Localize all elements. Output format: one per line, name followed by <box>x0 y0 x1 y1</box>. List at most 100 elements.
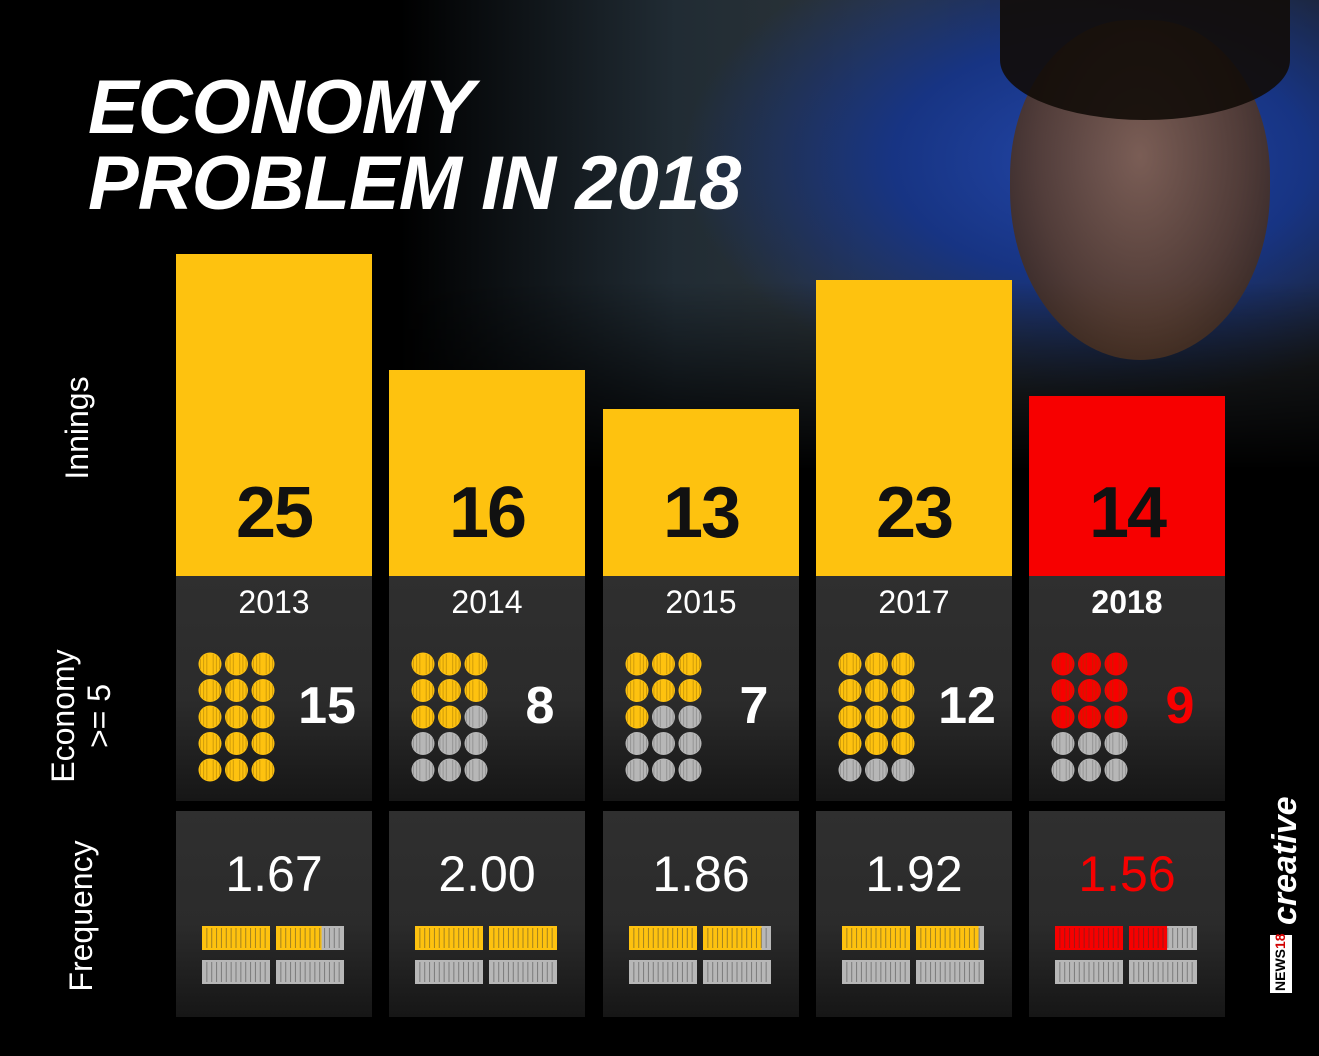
meter-segment <box>276 960 344 984</box>
year-label: 2018 <box>1091 584 1163 620</box>
ball-icon <box>251 705 275 729</box>
ball-icon <box>625 732 649 755</box>
ball-icon <box>891 705 915 729</box>
bowler-hair <box>1000 0 1290 120</box>
economy-count: 15 <box>298 677 356 735</box>
ball-icon <box>652 679 675 702</box>
meter-segment <box>415 960 483 984</box>
ball-icon <box>464 705 488 729</box>
ball-icon <box>1104 705 1128 729</box>
ball-icon <box>1078 732 1101 755</box>
ball-icon <box>198 679 222 702</box>
ball-icon <box>251 679 275 702</box>
ball-icon <box>1078 652 1101 676</box>
ball-icon <box>625 652 649 676</box>
frequency-value: 1.56 <box>1078 846 1176 902</box>
ball-icon <box>652 758 675 782</box>
ball-icon <box>838 652 862 676</box>
ball-icon <box>411 732 435 755</box>
ball-icon <box>625 758 649 782</box>
economy-panel: 2014 8 <box>389 576 585 801</box>
meter-fill <box>842 926 910 950</box>
economy-panel: 2015 7 <box>603 576 799 801</box>
meter-segment <box>202 960 270 984</box>
ball-icon <box>652 705 675 729</box>
brand-sup: 18 <box>1272 933 1288 949</box>
economy-ball-grid <box>838 652 915 782</box>
ball-icon <box>678 758 702 782</box>
ball-icon <box>1078 758 1101 782</box>
ball-icon <box>1104 652 1128 676</box>
ball-icon <box>225 679 248 702</box>
ball-icon <box>225 705 248 729</box>
ball-icon <box>411 679 435 702</box>
news18-creative-logo: creative NEWS18 <box>1262 795 1304 995</box>
ball-icon <box>678 652 702 676</box>
economy-panel: 2013 15 <box>176 576 372 801</box>
innings-bar: 13 <box>603 409 799 576</box>
ball-icon <box>1051 732 1075 755</box>
economy-ball-grid <box>625 652 702 782</box>
ball-icon <box>1078 705 1101 729</box>
innings-value: 13 <box>662 473 741 553</box>
ball-icon <box>838 679 862 702</box>
year-label: 2014 <box>451 584 523 620</box>
row-label-economy: Economy >= 5 <box>45 626 117 806</box>
ball-icon <box>678 679 702 702</box>
ball-icon <box>225 732 248 755</box>
ball-icon <box>464 652 488 676</box>
meter-fill <box>1129 926 1168 950</box>
economy-panel: 2018 9 <box>1029 576 1225 801</box>
ball-icon <box>1051 679 1075 702</box>
ball-icon <box>198 705 222 729</box>
ball-icon <box>251 758 275 782</box>
economy-ball-grid <box>198 652 275 782</box>
meter-fill <box>629 926 697 950</box>
meter-segment <box>489 960 557 984</box>
chart-title: ECONOMY PROBLEM IN 2018 <box>88 70 741 222</box>
ball-icon <box>625 705 649 729</box>
ball-icon <box>891 732 915 755</box>
year-label: 2013 <box>238 584 310 620</box>
ball-icon <box>438 705 461 729</box>
frequency-panel: 1.92 <box>816 811 1012 1017</box>
ball-icon <box>891 758 915 782</box>
economy-count: 7 <box>739 677 769 735</box>
frequency-meter <box>415 926 557 984</box>
innings-value: 16 <box>448 473 527 553</box>
ball-icon <box>865 652 888 676</box>
ball-icon <box>438 679 461 702</box>
ball-icon <box>865 732 888 755</box>
ball-icon <box>652 652 675 676</box>
ball-icon <box>438 732 461 755</box>
meter-fill <box>1055 926 1123 950</box>
brand-news18-box: NEWS18 <box>1270 933 1292 993</box>
ball-icon <box>678 705 702 729</box>
frequency-value: 1.92 <box>865 846 963 902</box>
innings-value: 23 <box>875 473 954 553</box>
frequency-panel: 1.67 <box>176 811 372 1017</box>
ball-icon <box>1051 705 1075 729</box>
ball-icon <box>865 758 888 782</box>
ball-icon <box>411 705 435 729</box>
frequency-panel: 1.56 <box>1029 811 1225 1017</box>
meter-fill <box>703 926 762 950</box>
ball-icon <box>198 758 222 782</box>
economy-count: 12 <box>938 677 996 735</box>
economy-count: 9 <box>1165 677 1195 735</box>
ball-icon <box>891 679 915 702</box>
frequency-value: 2.00 <box>438 846 536 902</box>
ball-icon <box>652 732 675 755</box>
ball-icon <box>1078 679 1101 702</box>
meter-segment <box>916 960 984 984</box>
meter-segment <box>1055 960 1123 984</box>
ball-icon <box>865 679 888 702</box>
ball-icon <box>198 652 222 676</box>
ball-icon <box>1104 758 1128 782</box>
brand-news: NEWS18 <box>1272 933 1288 991</box>
ball-icon <box>865 705 888 729</box>
meter-segment <box>703 960 771 984</box>
ball-icon <box>464 758 488 782</box>
brand-creative: creative <box>1266 796 1304 925</box>
